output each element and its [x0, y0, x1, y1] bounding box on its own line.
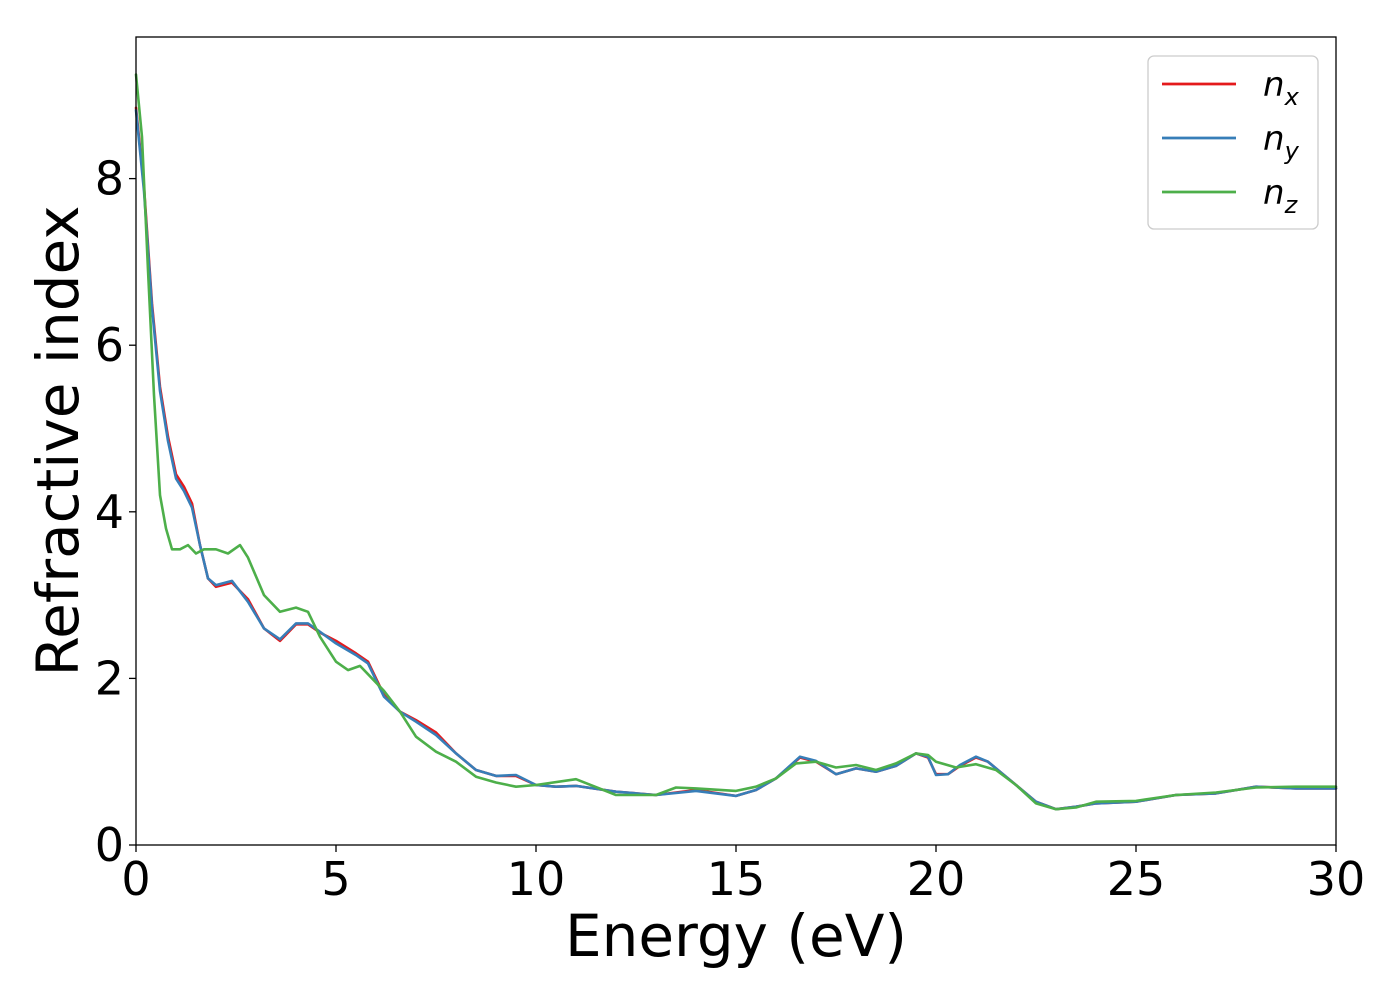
- x-tick-label: 20: [907, 852, 966, 906]
- y-tick-label: 2: [95, 651, 124, 705]
- y-axis-label: Refractive index: [24, 205, 92, 676]
- plot-lines: [134, 73, 1338, 811]
- legend-label-base: n: [1263, 119, 1285, 159]
- x-tick-label: 10: [507, 852, 566, 906]
- x-axis-label: Energy (eV): [565, 902, 907, 970]
- legend-label-subscript: y: [1284, 137, 1300, 165]
- legend-label-base: n: [1263, 173, 1285, 213]
- y-tick-label: 8: [95, 152, 124, 206]
- legend-label-nz: nz: [1263, 173, 1299, 219]
- legend-label-subscript: z: [1284, 191, 1299, 219]
- x-tick-label: 25: [1107, 852, 1166, 906]
- series-line-nz: [134, 73, 1338, 811]
- legend-label-ny: ny: [1263, 119, 1300, 165]
- x-tick-label: 30: [1307, 852, 1366, 906]
- legend-box: [1147, 55, 1319, 230]
- legend-label-base: n: [1263, 65, 1285, 105]
- x-tick-label: 15: [707, 852, 766, 906]
- x-tick-label: 0: [121, 852, 150, 906]
- x-tick-label: 5: [321, 852, 350, 906]
- x-axis: 0 5 10 15 20 25 30: [121, 845, 1365, 906]
- legend-label-nx: nx: [1263, 65, 1300, 111]
- y-axis: 0 2 4 6 8: [95, 152, 136, 872]
- legend-label-subscript: x: [1284, 83, 1300, 111]
- y-tick-label: 6: [95, 318, 124, 372]
- y-tick-label: 4: [95, 485, 124, 539]
- y-tick-label: 0: [95, 818, 124, 872]
